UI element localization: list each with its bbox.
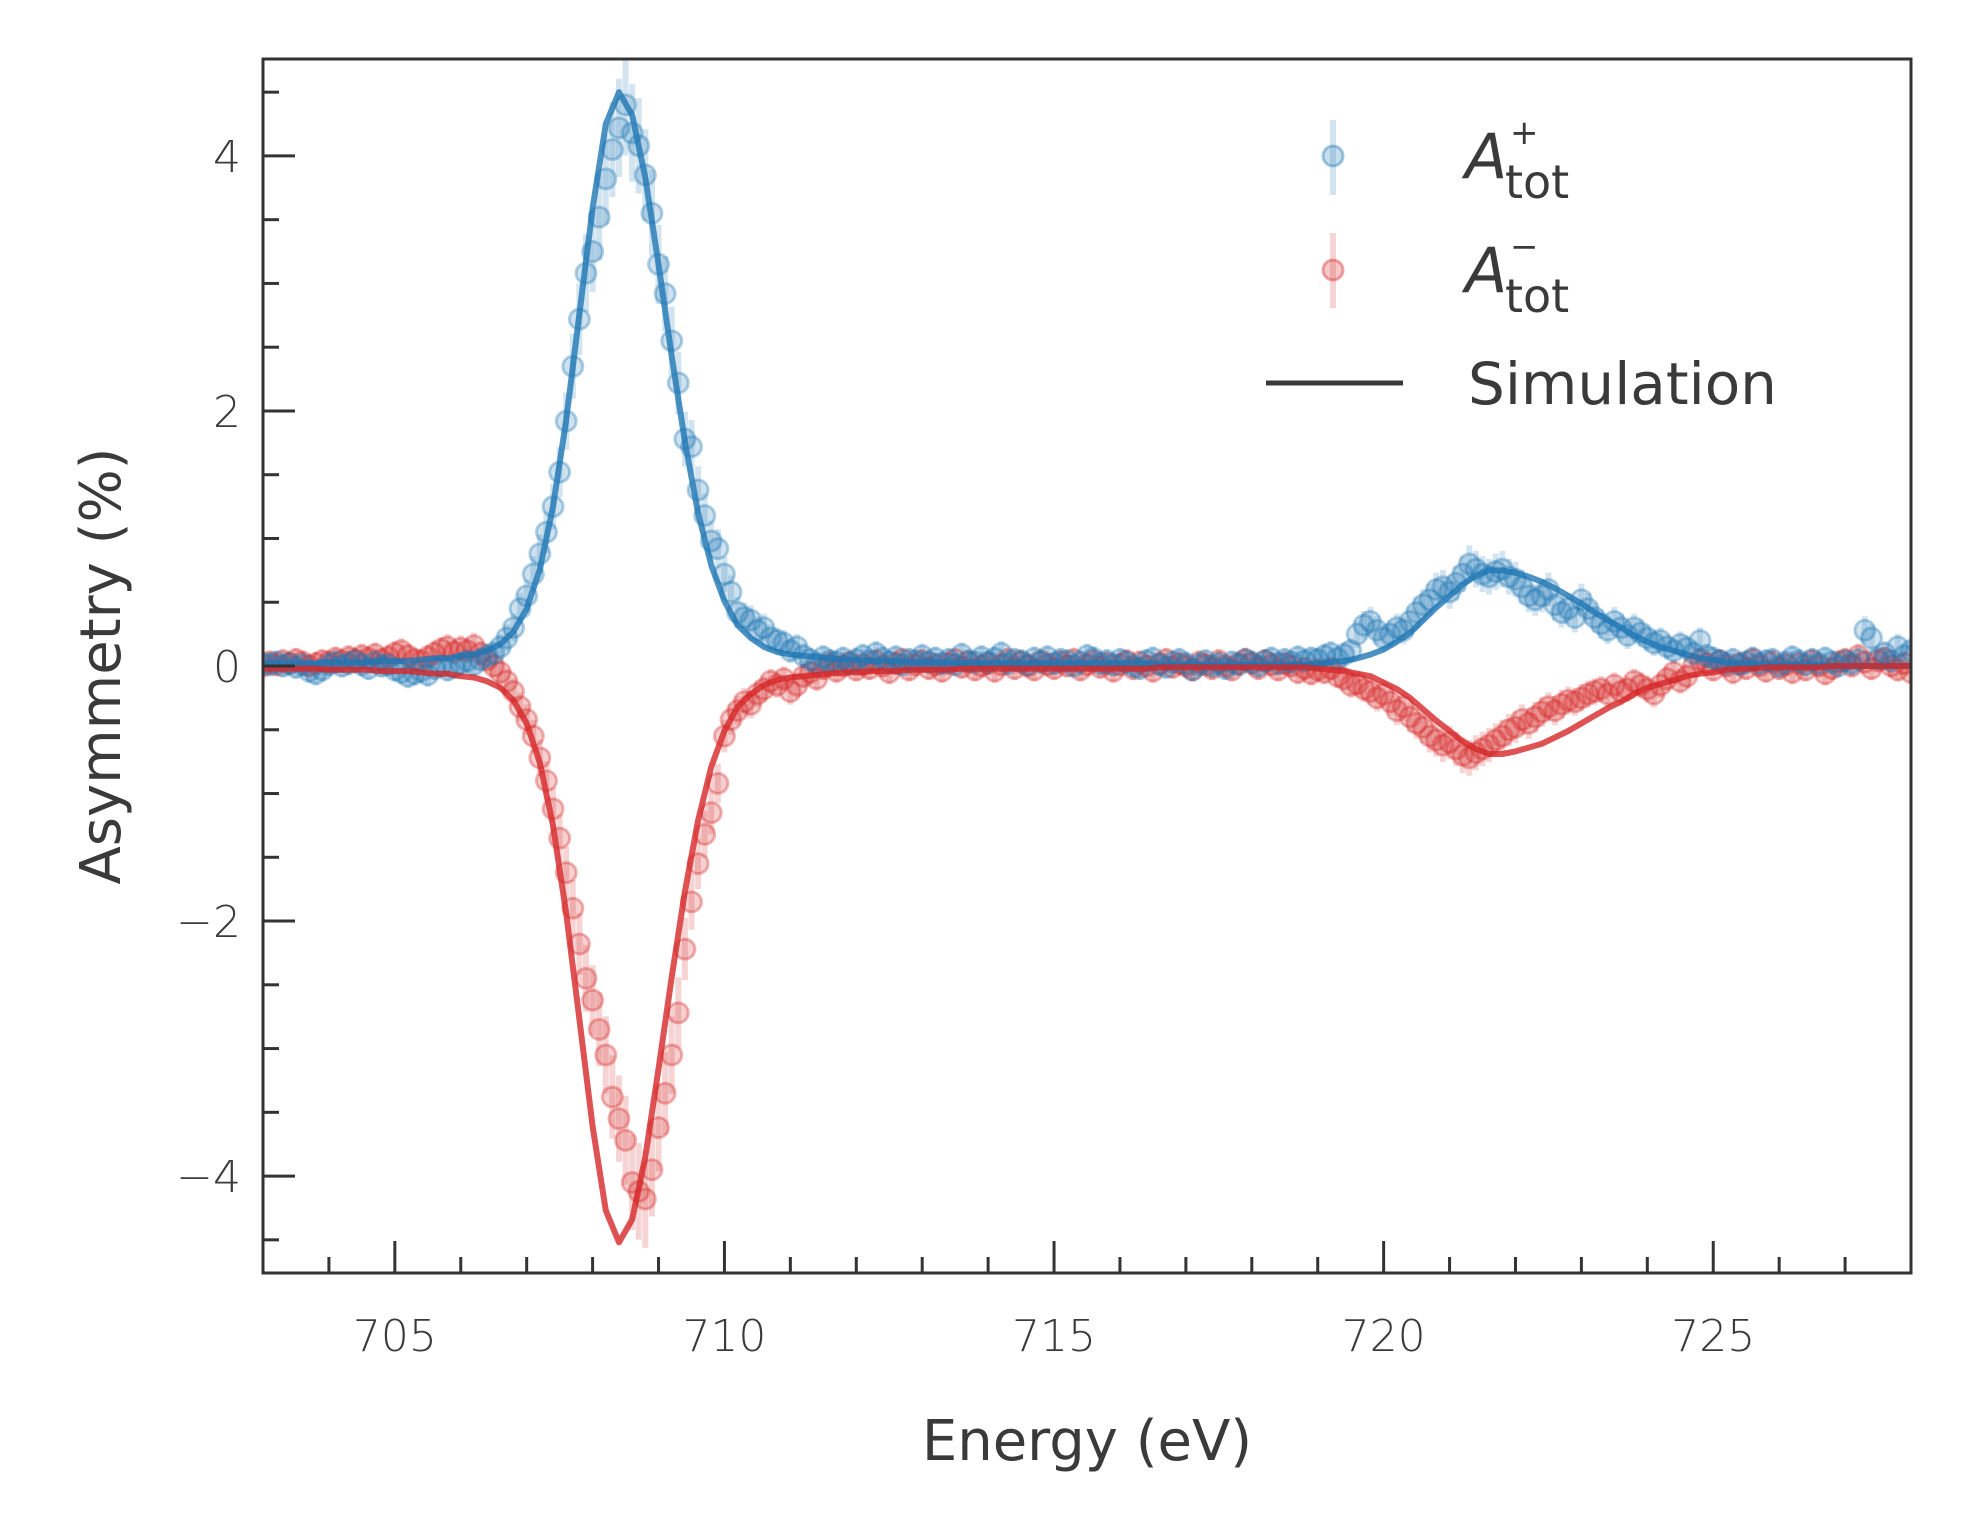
legend-item-minus: A tot − [1321,227,1569,323]
data-point-plus [1543,593,1567,617]
simulation-lines [263,89,1911,1246]
data-point-plus [1365,618,1389,642]
legend-plus-superscript: + [1510,113,1539,153]
data-point-minus [1385,699,1409,723]
data-point-minus [1503,715,1527,739]
x-tick-label: 710 [682,1311,766,1362]
data-point-minus [600,1085,624,1109]
y-tick-label: 2 [213,387,241,438]
data-point-plus [1345,622,1369,646]
data-point-minus [1398,705,1422,729]
data-point-minus [660,1043,684,1067]
x-tick-label: 720 [1342,1311,1426,1362]
legend: A tot + A tot − Simulation [1266,113,1777,418]
data-point-minus [1424,728,1448,752]
data-point-minus [1596,682,1620,706]
data-point-plus [1550,600,1574,624]
data-point-minus [666,1001,690,1025]
data-point-minus [778,680,802,704]
data-point-plus [1523,588,1547,612]
data-point-minus [594,1043,618,1067]
data-point-minus [1556,688,1580,712]
data-point-plus [1530,584,1554,608]
data-point-minus [1418,724,1442,748]
legend-simulation-label: Simulation [1468,350,1777,418]
data-point-plus [1853,618,1877,642]
data-point-minus [574,966,598,990]
data-point-minus [1536,695,1560,719]
data-point-minus [1510,708,1534,732]
data-point-plus [1358,609,1382,633]
data-point-minus [1517,711,1541,735]
y-tick-label: 0 [213,642,241,693]
data-point-plus [1899,639,1911,663]
data-point-minus [1405,711,1429,735]
data-point-minus [1569,686,1593,710]
x-tick-label: 725 [1671,1311,1755,1362]
x-tick-label: 715 [1012,1311,1096,1362]
data-point-plus [1411,593,1435,617]
data-point-minus [1490,724,1514,748]
data-point-minus [1602,673,1626,697]
x-axis-label: Energy (eV) [922,1409,1252,1474]
simulation-line-plus [263,89,1911,669]
data-point-minus [1543,699,1567,723]
legend-plus-subscript: tot [1505,155,1569,209]
data-point-plus [1688,628,1712,652]
data-point-plus [1431,575,1455,599]
legend-item-simulation: Simulation [1266,350,1777,418]
data-point-minus [1431,733,1455,757]
data-point-minus [1358,680,1382,704]
data-point-plus [739,608,763,632]
data-point-plus [752,616,776,640]
data-point-minus [614,1128,638,1152]
data-point-plus [1563,606,1587,630]
data-point-minus [607,1107,631,1131]
y-tick-label: 4 [213,132,241,183]
data-point-plus [1457,552,1481,576]
data-point-plus [1352,613,1376,637]
legend-minus-symbol: A [1461,234,1507,307]
legend-plus-marker [1321,144,1345,168]
legend-minus-subscript: tot [1505,269,1569,323]
simulation-line-minus [263,663,1911,1246]
data-point-minus [581,988,605,1012]
data-point-minus [587,1017,611,1041]
data-point-minus [488,660,512,684]
data-point-plus [1385,616,1409,640]
data-point-minus [1550,692,1574,716]
legend-plus-symbol: A [1461,120,1507,193]
data-point-plus [1424,577,1448,601]
data-point-minus [482,654,506,678]
y-axis-label: Asymmetry (%) [69,447,134,884]
y-tick-label: −2 [176,897,241,948]
y-tick-label: −4 [176,1152,241,1203]
data-point-minus [1563,690,1587,714]
data-point-plus [607,116,631,140]
legend-minus-marker [1321,258,1345,282]
data-point-minus [1530,700,1554,724]
data-point-minus [1589,677,1613,701]
x-tick-label: 705 [353,1311,437,1362]
data-point-plus [1859,626,1883,650]
tick-labels: 705 710 715 720 725 −4 −2 0 2 4 [176,132,1755,1362]
axis-ticks [261,90,1913,1273]
data-point-minus [1497,718,1521,742]
data-point-minus [1451,743,1475,767]
data-point-minus [1411,715,1435,739]
data-point-minus [1576,682,1600,706]
data-point-minus [1365,686,1389,710]
data-point-plus [1517,584,1541,608]
data-point-minus [1523,705,1547,729]
data-point-plus [1886,635,1910,659]
data-point-minus [1484,728,1508,752]
legend-item-plus: A tot + [1321,113,1569,209]
data-point-minus [1352,677,1376,701]
legend-minus-superscript: − [1510,227,1539,267]
data-point-minus [1378,690,1402,714]
data-point-minus [1583,680,1607,704]
